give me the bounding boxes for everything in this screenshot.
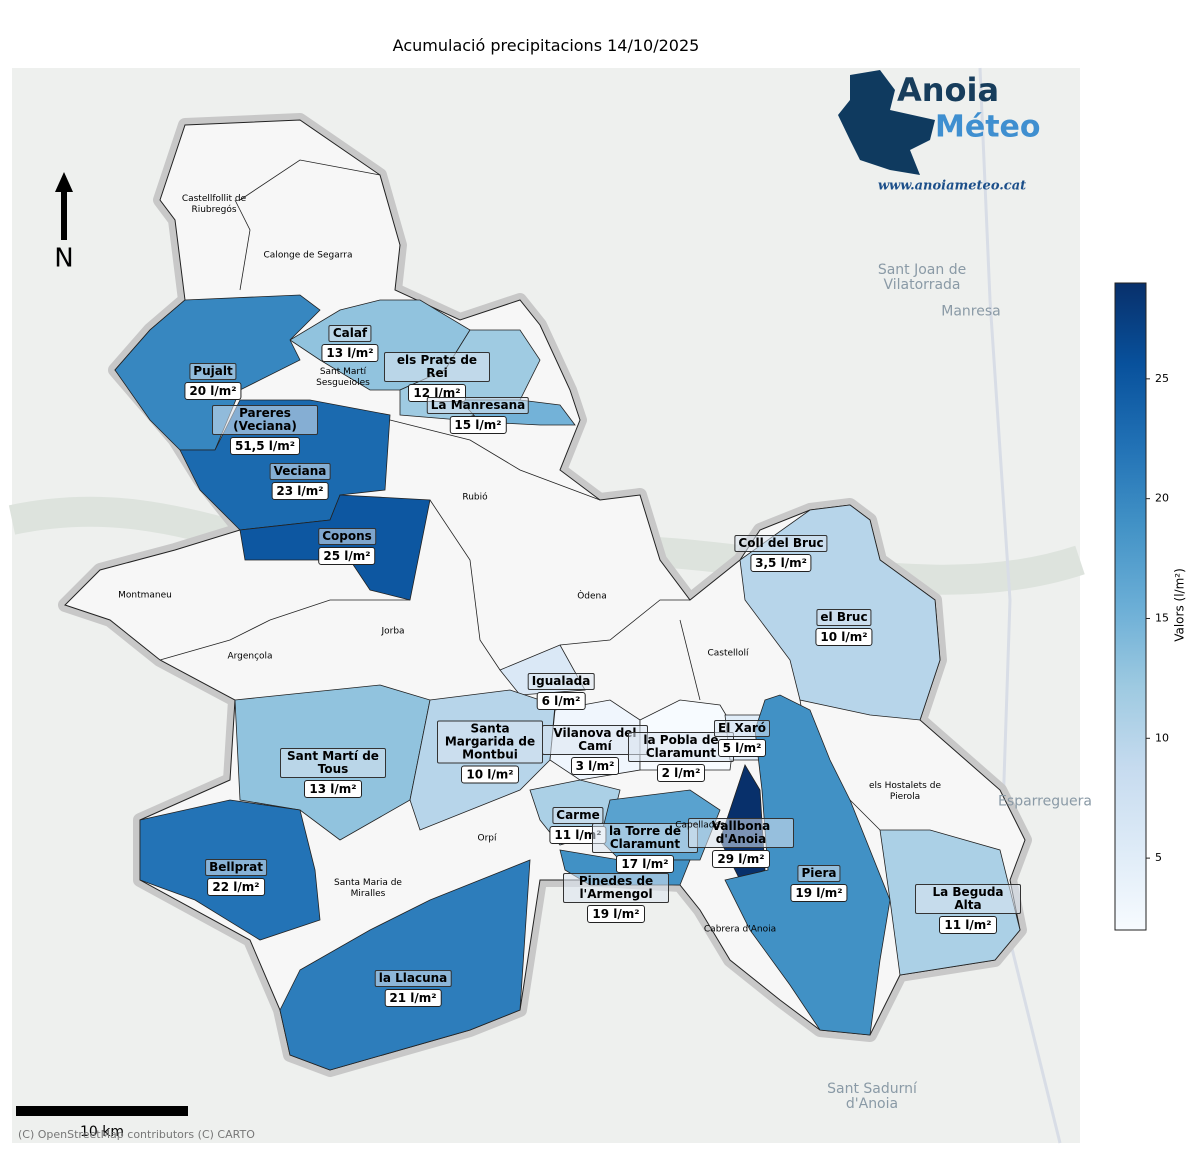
station-region <box>724 714 761 761</box>
municipality-label: Santa Maria de Miralles <box>334 878 402 899</box>
municipality-label: Sant Martí Sesgueioles <box>316 367 370 388</box>
colorbar-tick-label: 5 <box>1155 851 1162 864</box>
municipality-label: Orpí <box>477 833 497 844</box>
municipality-label: Castellfollit de Riubregós <box>181 194 247 215</box>
municipal-border <box>559 599 690 646</box>
municipality-label: Castellolí <box>707 648 749 659</box>
station-region <box>549 699 641 781</box>
logo-line2: Méteo <box>935 110 1041 145</box>
place-label: Manresa <box>941 303 1001 320</box>
municipal-border <box>679 619 701 701</box>
logo-shape <box>838 70 935 175</box>
colorbar <box>1114 282 1147 931</box>
municipality-label: Calonge de Segarra <box>263 250 353 261</box>
place-label: Esparreguera <box>998 793 1092 810</box>
municipality-label: Òdena <box>577 591 607 602</box>
logo: Anoia Méteo www.anoiameteo.cat <box>838 70 1041 194</box>
station-region <box>879 829 1021 976</box>
municipality-label: Cabrera d'Anoia <box>703 924 777 935</box>
title: Acumulació precipitacions 14/10/2025 <box>393 36 700 55</box>
basemap-road <box>978 67 1062 1144</box>
municipality-label: Montmaneu <box>118 590 172 601</box>
scale-bar <box>16 1106 188 1116</box>
municipality-label: Rubió <box>462 492 488 503</box>
municipal-border <box>239 159 381 201</box>
attribution: (C) OpenStreetMap contributors (C) CARTO <box>18 1128 255 1141</box>
colorbar-tick-label: 20 <box>1155 492 1169 505</box>
north-label: N <box>54 244 73 274</box>
scale-label: 10 km <box>80 1124 124 1140</box>
municipality-label: Argençola <box>227 651 273 662</box>
municipal-border <box>429 499 501 671</box>
municipal-border <box>389 419 601 501</box>
colorbar-tick-label: 25 <box>1155 372 1169 385</box>
place-label: Sant Joan de Vilatorrada <box>877 262 967 293</box>
logo-url: www.anoiameteo.cat <box>878 179 1026 194</box>
municipal-border <box>234 199 251 291</box>
north-arrow: N <box>54 172 74 274</box>
north-arrow-head <box>55 172 73 192</box>
colorbar-tick-label: 10 <box>1155 731 1169 744</box>
place-label: Sant Sadurní d'Anoia <box>827 1081 917 1112</box>
municipality-label: Jorba <box>381 626 405 637</box>
municipal-border <box>269 599 410 621</box>
colorbar-label: Valors (l/m²) <box>1173 568 1187 642</box>
logo-line1: Anoia <box>897 71 999 109</box>
municipality-label: els Hostalets de Pierola <box>869 781 941 802</box>
municipality-label: Capellades <box>675 820 725 831</box>
municipal-border <box>159 619 271 661</box>
station-region <box>279 859 531 1071</box>
colorbar-tick-label: 15 <box>1155 611 1169 624</box>
